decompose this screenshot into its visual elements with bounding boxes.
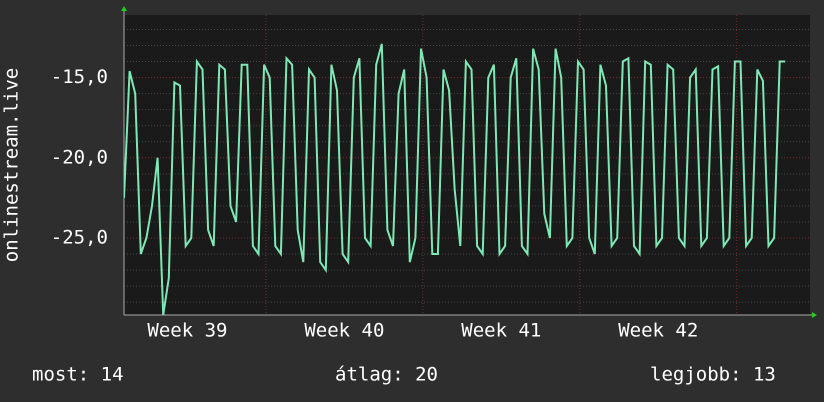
x-tick-label: Week 40 <box>304 320 384 342</box>
x-tick-label: Week 41 <box>461 320 541 342</box>
data-line <box>124 43 786 315</box>
x-tick-label: Week 42 <box>618 320 698 342</box>
x-axis-arrow <box>812 312 817 318</box>
y-tick-label: -20,0 <box>51 146 108 168</box>
y-tick-label: -15,0 <box>51 66 108 88</box>
y-tick-label: -25,0 <box>51 226 108 248</box>
footer-stat: most: 14 <box>32 364 124 386</box>
y-axis-arrow <box>121 6 127 11</box>
footer-stat: legjobb: 13 <box>650 364 776 386</box>
y-axis-label: onlinestream.live <box>1 68 23 262</box>
footer-stat: átlag: 20 <box>335 364 438 386</box>
x-tick-label: Week 39 <box>147 320 227 342</box>
